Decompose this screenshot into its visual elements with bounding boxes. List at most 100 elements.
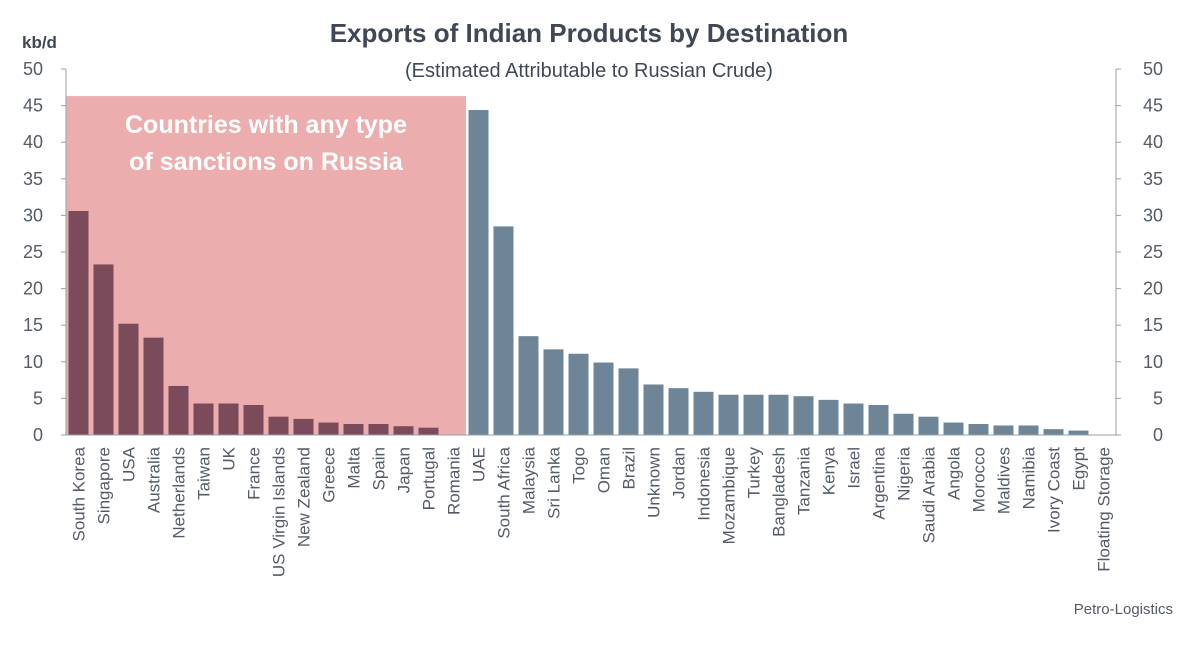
bar-oman bbox=[593, 362, 614, 435]
bar-portugal bbox=[418, 427, 439, 435]
category-label-mozambique: Mozambique bbox=[720, 447, 739, 544]
left-tick-label: 20 bbox=[23, 279, 43, 299]
bar-mozambique bbox=[718, 394, 739, 435]
bar-malaysia bbox=[518, 336, 539, 435]
right-tick-label: 25 bbox=[1143, 242, 1163, 262]
left-tick-label: 15 bbox=[23, 315, 43, 335]
bar-argentina bbox=[868, 404, 889, 435]
left-tick-label: 50 bbox=[23, 59, 43, 79]
category-label-uk: UK bbox=[220, 446, 239, 470]
chart-title: Exports of Indian Products by Destinatio… bbox=[330, 18, 849, 48]
right-axis-ticks: 0 5 10 15 20 25 30 35 40 45 50 bbox=[1116, 59, 1163, 445]
category-label-netherlands: Netherlands bbox=[170, 447, 189, 539]
left-axis-ticks: 0 5 10 15 20 25 30 35 40 45 50 bbox=[23, 59, 66, 445]
category-label-angola: Angola bbox=[945, 446, 964, 499]
category-label-france: France bbox=[245, 447, 264, 500]
right-tick-label: 20 bbox=[1143, 279, 1163, 299]
bar-bangladesh bbox=[768, 394, 789, 435]
category-label-spain: Spain bbox=[370, 447, 389, 490]
bar-uk bbox=[218, 403, 239, 435]
category-label-taiwan: Taiwan bbox=[195, 447, 214, 500]
category-label-jordan: Jordan bbox=[670, 447, 689, 499]
category-label-usa: USA bbox=[120, 446, 139, 482]
category-label-tanzania: Tanzania bbox=[795, 446, 814, 515]
category-label-new-zealand: New Zealand bbox=[295, 447, 314, 547]
category-label-turkey: Turkey bbox=[745, 447, 764, 499]
right-tick-label: 0 bbox=[1153, 425, 1163, 445]
right-tick-label: 40 bbox=[1143, 132, 1163, 152]
bar-us-virgin-islands bbox=[268, 416, 289, 435]
bar-maldives bbox=[993, 425, 1014, 435]
category-label-oman: Oman bbox=[595, 447, 614, 493]
bar-uae bbox=[468, 109, 489, 436]
right-tick-label: 15 bbox=[1143, 315, 1163, 335]
category-label-us-virgin-islands: US Virgin Islands bbox=[270, 447, 289, 577]
bars bbox=[68, 109, 1089, 436]
bar-greece bbox=[318, 422, 339, 435]
bar-namibia bbox=[1018, 425, 1039, 435]
right-tick-label: 50 bbox=[1143, 59, 1163, 79]
category-label-argentina: Argentina bbox=[870, 446, 889, 519]
category-label-portugal: Portugal bbox=[420, 447, 439, 510]
bar-unknown bbox=[643, 384, 664, 435]
category-label-kenya: Kenya bbox=[820, 446, 839, 495]
category-label-unknown: Unknown bbox=[645, 447, 664, 518]
bar-kenya bbox=[818, 399, 839, 435]
category-label-brazil: Brazil bbox=[620, 447, 639, 490]
bar-turkey bbox=[743, 394, 764, 435]
category-label-maldives: Maldives bbox=[995, 447, 1014, 514]
category-label-floating-storage: Floating Storage bbox=[1095, 447, 1114, 572]
left-tick-label: 35 bbox=[23, 169, 43, 189]
bar-nigeria bbox=[893, 413, 914, 435]
category-label-israel: Israel bbox=[845, 447, 864, 489]
left-tick-label: 40 bbox=[23, 132, 43, 152]
bar-jordan bbox=[668, 388, 689, 435]
shaded-region-label-line-2: of sanctions on Russia bbox=[129, 148, 404, 176]
bar-france bbox=[243, 404, 264, 435]
category-label-uae: UAE bbox=[470, 447, 489, 482]
bar-new-zealand bbox=[293, 418, 314, 435]
category-label-egypt: Egypt bbox=[1070, 447, 1089, 491]
category-labels: South Korea Singapore USA Australia Netherla… bbox=[70, 446, 1114, 577]
category-label-bangladesh: Bangladesh bbox=[770, 447, 789, 537]
category-label-greece: Greece bbox=[320, 447, 339, 503]
category-label-nigeria: Nigeria bbox=[895, 446, 914, 500]
left-tick-label: 10 bbox=[23, 352, 43, 372]
category-label-malaysia: Malaysia bbox=[520, 446, 539, 514]
bar-togo bbox=[568, 353, 589, 435]
right-tick-label: 10 bbox=[1143, 352, 1163, 372]
bar-israel bbox=[843, 403, 864, 435]
chart-subtitle: (Estimated Attributable to Russian Crude… bbox=[405, 60, 773, 82]
bar-australia bbox=[143, 337, 164, 435]
right-tick-label: 5 bbox=[1153, 388, 1163, 408]
category-label-singapore: Singapore bbox=[95, 447, 114, 525]
left-tick-label: 0 bbox=[33, 425, 43, 445]
category-label-saudi-arabia: Saudi Arabia bbox=[920, 446, 939, 543]
category-label-south-korea: South Korea bbox=[70, 446, 89, 541]
bar-angola bbox=[943, 422, 964, 435]
category-label-romania: Romania bbox=[445, 446, 464, 515]
category-label-ivory-coast: Ivory Coast bbox=[1045, 447, 1064, 533]
category-label-sri-lanka: Sri Lanka bbox=[545, 446, 564, 518]
bar-saudi-arabia bbox=[918, 416, 939, 435]
category-label-malta: Malta bbox=[345, 446, 364, 488]
bar-taiwan bbox=[193, 403, 214, 435]
left-tick-label: 25 bbox=[23, 242, 43, 262]
y-unit-label: kb/d bbox=[22, 33, 57, 52]
bar-spain bbox=[368, 424, 389, 435]
bar-south-korea bbox=[68, 211, 89, 435]
bar-singapore bbox=[93, 264, 114, 435]
bar-south-africa bbox=[493, 226, 514, 435]
category-label-togo: Togo bbox=[570, 447, 589, 484]
bar-japan bbox=[393, 426, 414, 435]
right-tick-label: 45 bbox=[1143, 96, 1163, 116]
shaded-region-label-line-1: Countries with any type bbox=[125, 111, 407, 139]
category-label-namibia: Namibia bbox=[1020, 446, 1039, 509]
right-tick-label: 30 bbox=[1143, 205, 1163, 225]
bar-malta bbox=[343, 424, 364, 435]
category-label-indonesia: Indonesia bbox=[695, 446, 714, 520]
source-label: Petro-Logistics bbox=[1074, 601, 1173, 618]
bar-usa bbox=[118, 323, 139, 435]
category-label-japan: Japan bbox=[395, 447, 414, 493]
